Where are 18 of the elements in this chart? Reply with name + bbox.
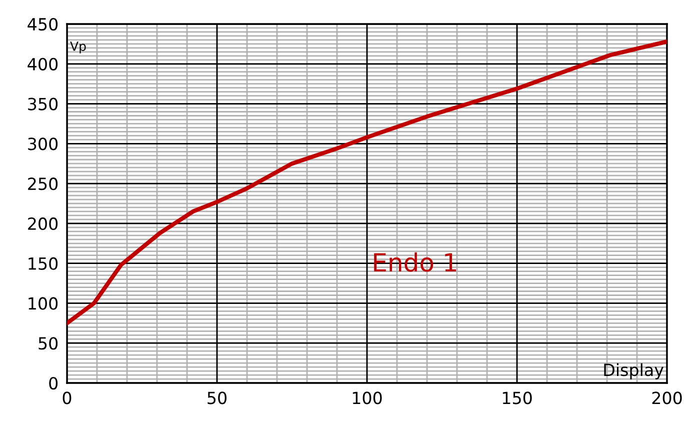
y-tick-label: 400 (28, 58, 58, 70)
y-tick-label: 350 (28, 98, 58, 110)
y-tick-label: 100 (28, 297, 58, 310)
x-axis-title: Display (604, 363, 664, 380)
x-tick-label: 100 (352, 392, 382, 404)
x-tick-label: 200 (652, 392, 682, 404)
x-tick-label: 0 (62, 392, 72, 404)
x-tick-label: 50 (208, 392, 226, 404)
y-tick-label: 0 (49, 376, 58, 390)
y-tick-label: 300 (28, 138, 58, 150)
y-tick-label: 50 (38, 337, 58, 350)
y-tick-label: 250 (28, 178, 58, 190)
line-series (67, 39, 667, 326)
y-tick-label: 150 (28, 257, 58, 270)
y-axis-title: Vp (70, 42, 86, 54)
y-tick-label: 450 (28, 18, 58, 31)
y-tick-label: 200 (28, 217, 58, 230)
x-tick-label: 150 (502, 392, 532, 404)
